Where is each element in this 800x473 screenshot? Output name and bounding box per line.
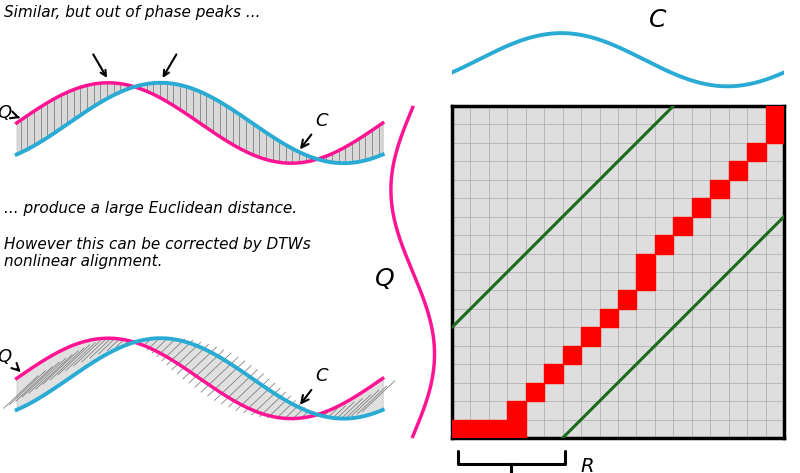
Text: $C$: $C$ [302,367,330,403]
Bar [766,106,784,124]
Text: $R$: $R$ [580,457,594,473]
Bar [599,309,618,327]
Text: However this can be corrected by DTWs
nonlinear alignment.: However this can be corrected by DTWs no… [4,236,311,269]
Bar [729,161,747,180]
Bar [618,290,637,309]
Bar [692,198,710,217]
Text: $Q$: $Q$ [374,266,394,291]
Bar [637,272,655,290]
Text: $C$: $C$ [302,112,330,148]
Bar [674,217,692,235]
Bar [637,254,655,272]
Bar [507,401,526,420]
Bar [562,346,581,364]
Bar [470,420,489,438]
Bar [655,235,674,254]
Bar [507,420,526,438]
Bar [452,420,470,438]
Bar [747,143,766,161]
Text: Similar, but out of phase peaks ...: Similar, but out of phase peaks ... [4,5,261,20]
Bar [710,180,729,198]
Bar [526,383,544,401]
Text: $Q$: $Q$ [0,103,18,122]
Bar [489,420,507,438]
Bar [581,327,599,346]
Bar [766,124,784,143]
Bar [544,364,562,383]
Text: $Q$: $Q$ [0,347,19,370]
Text: ... produce a large Euclidean distance.: ... produce a large Euclidean distance. [4,201,298,216]
Text: $C$: $C$ [648,9,667,32]
